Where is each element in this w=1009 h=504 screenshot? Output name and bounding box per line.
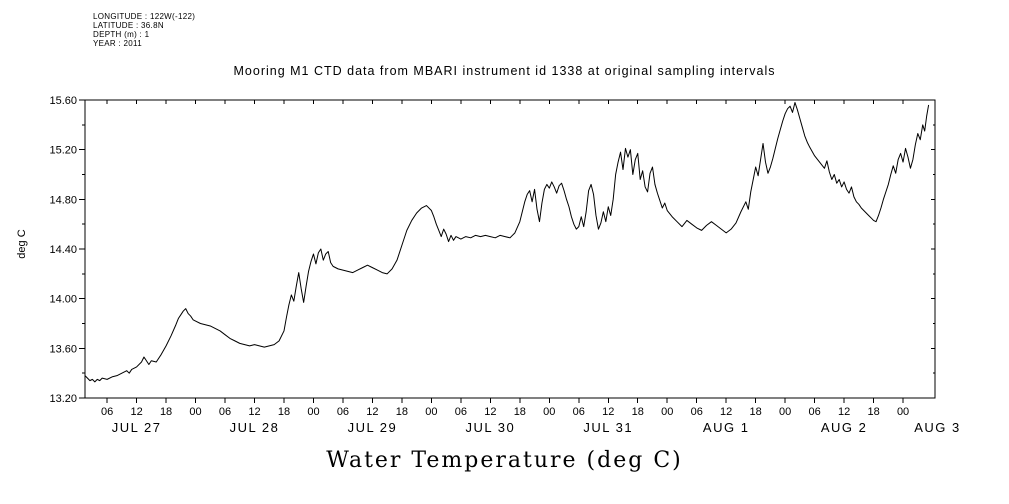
metadata-block: LONGITUDE : 122W(-122) LATITUDE : 36.8N …: [93, 12, 195, 48]
x-day-label: AUG 2: [821, 420, 868, 435]
x-hour-tick-label: 18: [514, 406, 526, 418]
x-hour-tick-label: 06: [808, 406, 820, 418]
meta-depth: DEPTH (m) : 1: [93, 30, 150, 39]
x-hour-tick-label: 06: [219, 406, 231, 418]
x-hour-tick-label: 00: [189, 406, 201, 418]
x-hour-tick-label: 18: [396, 406, 408, 418]
y-axis: [79, 99, 935, 399]
x-hour-tick-label: 12: [248, 406, 260, 418]
x-hour-tick-label: 12: [366, 406, 378, 418]
plot-frame: [84, 99, 936, 399]
x-hour-tick-label: 00: [897, 406, 909, 418]
x-day-label: JUL 27: [112, 420, 162, 435]
meta-latitude: LATITUDE : 36.8N: [93, 21, 164, 30]
x-hour-tick-label: 06: [455, 406, 467, 418]
x-hour-tick-label: 12: [484, 406, 496, 418]
x-hour-tick-label: 06: [573, 406, 585, 418]
x-day-label: JUL 28: [230, 420, 280, 435]
x-hour-tick-label: 18: [632, 406, 644, 418]
temperature-series-line: [84, 101, 930, 383]
chart-title: Mooring M1 CTD data from MBARI instrumen…: [233, 64, 776, 78]
y-tick-label: 14.00: [49, 294, 77, 306]
x-hour-tick-label: 06: [691, 406, 703, 418]
x-hour-tick-label: 12: [720, 406, 732, 418]
x-hour-tick-label: 18: [750, 406, 762, 418]
x-hour-tick-label: 00: [307, 406, 319, 418]
x-hour-tick-label: 18: [867, 406, 879, 418]
x-hour-tick-label: 00: [661, 406, 673, 418]
meta-year: YEAR : 2011: [93, 39, 142, 48]
y-tick-label: 14.40: [49, 244, 77, 256]
y-tick-label: 14.80: [49, 194, 77, 206]
x-day-label: JUL 30: [465, 420, 515, 435]
chart-bottom-title: Water Temperature (deg C): [326, 448, 683, 473]
meta-longitude: LONGITUDE : 122W(-122): [93, 12, 196, 21]
x-day-label: JUL 29: [348, 420, 398, 435]
x-hour-tick-label: 18: [278, 406, 290, 418]
y-tick-label: 15.60: [49, 95, 77, 107]
x-axis: [106, 100, 904, 403]
x-hour-tick-label: 12: [602, 406, 614, 418]
x-hour-tick-label: 00: [425, 406, 437, 418]
x-day-label: AUG 3: [914, 420, 961, 435]
x-hour-tick-label: 12: [130, 406, 142, 418]
x-hour-tick-label: 00: [779, 406, 791, 418]
y-tick-label: 13.20: [49, 393, 77, 405]
y-tick-label: 13.60: [49, 343, 77, 355]
x-hour-tick-label: 06: [337, 406, 349, 418]
y-axis-tick-labels: 13.20 13.60 14.00 14.40 14.80 15.20 15.60: [49, 95, 77, 405]
x-axis-day-labels: JUL 27 JUL 28 JUL 29 JUL 30 JUL 31 AUG 1 AUG 2…: [112, 420, 961, 435]
y-tick-label: 15.20: [49, 145, 77, 157]
x-day-label: JUL 31: [583, 420, 633, 435]
x-hour-tick-label: 12: [838, 406, 850, 418]
x-hour-tick-label: 06: [101, 406, 113, 418]
x-hour-tick-label: 00: [543, 406, 555, 418]
x-axis-tick-labels: 06 12 18 00 06 12 18 00 06 12 18 00 06 12 18 00 06 12 18 00…: [101, 406, 909, 418]
x-day-label: AUG 1: [703, 420, 750, 435]
x-hour-tick-label: 18: [160, 406, 172, 418]
